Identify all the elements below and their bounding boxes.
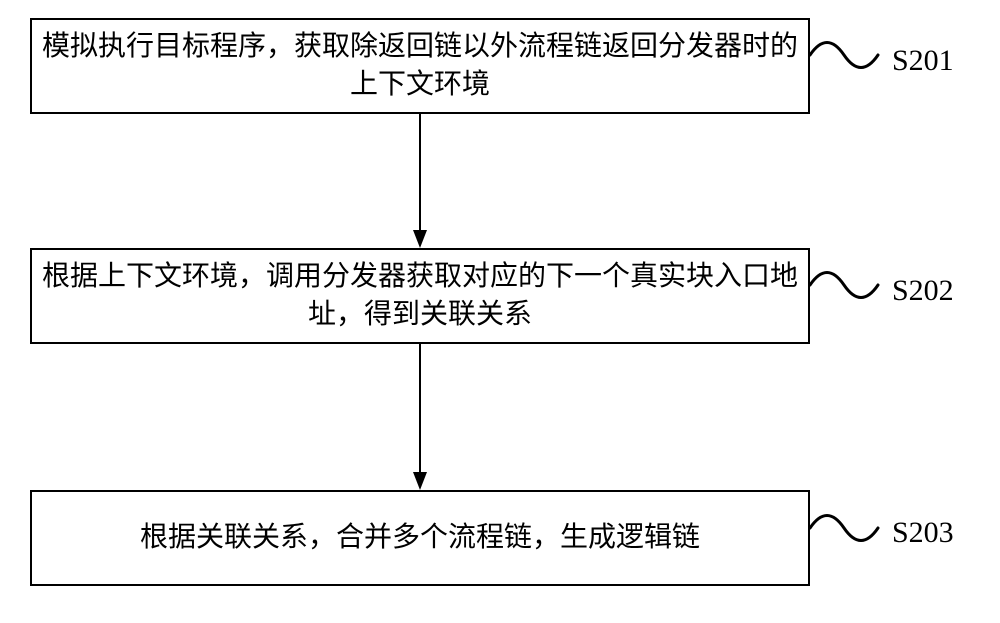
flow-step-s201: 模拟执行目标程序，获取除返回链以外流程链返回分发器时的上下文环境 [30,18,810,114]
flow-step-text: 模拟执行目标程序，获取除返回链以外流程链返回分发器时的上下文环境 [42,28,798,104]
flowchart-canvas: 模拟执行目标程序，获取除返回链以外流程链返回分发器时的上下文环境 S201 根据… [0,0,1000,623]
step-label-s203: S203 [892,516,954,550]
step-label-s202: S202 [892,274,954,308]
flow-step-s202: 根据上下文环境，调用分发器获取对应的下一个真实块入口地址，得到关联关系 [30,248,810,344]
flow-step-text: 根据关联关系，合并多个流程链，生成逻辑链 [140,519,700,557]
flow-step-s203: 根据关联关系，合并多个流程链，生成逻辑链 [30,490,810,586]
flow-step-text: 根据上下文环境，调用分发器获取对应的下一个真实块入口地址，得到关联关系 [42,258,798,334]
step-label-s201: S201 [892,44,954,78]
